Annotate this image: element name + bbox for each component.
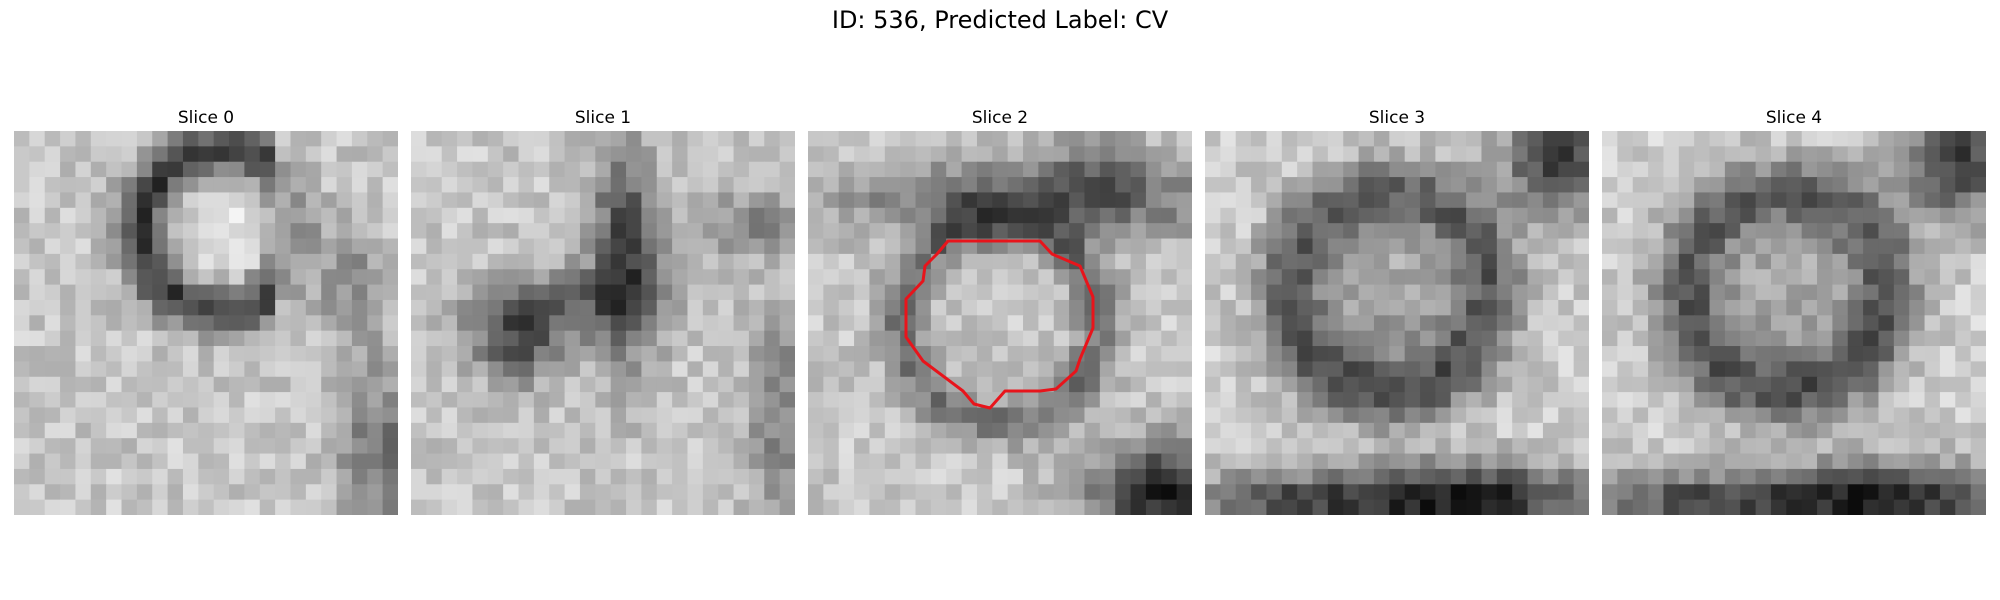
slice-panel-3: Slice 3	[1205, 105, 1589, 515]
slice-image	[1602, 131, 1986, 515]
slice-panel-1: Slice 1	[411, 105, 795, 515]
slice-image	[14, 131, 398, 515]
slice-title: Slice 3	[1368, 108, 1426, 128]
slice-title: Slice 2	[971, 108, 1029, 128]
slice-title: Slice 0	[177, 108, 235, 128]
slice-panel-4: Slice 4	[1602, 105, 1986, 515]
slice-title: Slice 1	[574, 108, 632, 128]
figure-title: ID: 536, Predicted Label: CV	[831, 6, 1169, 34]
segmentation-contour	[904, 239, 1095, 410]
slice-image	[1205, 131, 1589, 515]
slice-panel-0: Slice 0	[14, 105, 398, 515]
slice-title: Slice 4	[1765, 108, 1823, 128]
slice-panel-2: Slice 2	[808, 105, 1192, 515]
slice-image	[411, 131, 795, 515]
slice-image	[808, 131, 1192, 515]
